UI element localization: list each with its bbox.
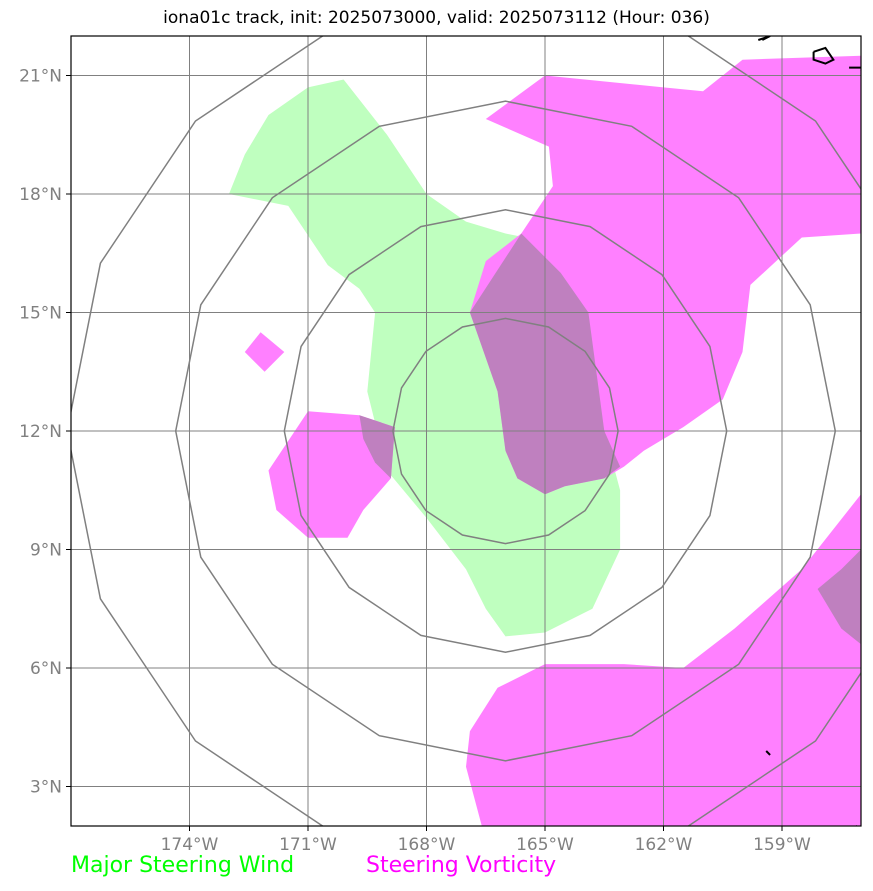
longitude-tick-label: 168°W [398,835,456,855]
coastline-2 [812,46,835,65]
range-ring-1 [392,317,619,545]
coastline-4 [860,79,861,81]
range-ring-2 [283,209,728,653]
latitude-tick-label: 6°N [30,659,62,679]
coastlines [757,36,861,826]
steering-vorticity-area-3 [268,411,395,538]
steering-vorticity-area-2 [244,332,285,372]
longitude-tick-label: 162°W [635,835,693,855]
gridlines [71,36,861,826]
coastline-5 [765,750,771,756]
legend-major-steering-wind: Major Steering Wind [71,853,295,878]
map-title: iona01c track, init: 2025073000, valid: … [163,8,710,28]
axis-ticks: 174°W 171°W 168°W 165°W 162°W 159°W 3°N 6°N 9°N 1… [19,67,811,856]
longitude-tick-label: 171°W [279,835,337,855]
longitude-tick-label: 159°W [753,835,811,855]
coastline-3 [849,66,861,72]
steering-vorticity-area-4 [466,494,861,826]
shaded-regions [229,55,861,826]
latitude-tick-label: 18°N [19,185,62,205]
range-rings [71,36,861,826]
coastline-1 [757,36,771,41]
major-steering-wind-area [229,79,621,637]
longitude-tick-label: 174°W [161,835,219,855]
range-ring-4 [71,36,861,826]
latitude-tick-label: 21°N [19,67,62,87]
wind-vorticity-overlap-area-3 [817,549,861,645]
latitude-tick-label: 15°N [19,304,62,324]
latitude-tick-label: 12°N [19,422,62,442]
longitude-tick-label: 165°W [516,835,574,855]
latitude-tick-label: 9°N [30,541,62,561]
latitude-tick-label: 3°N [30,778,62,798]
legend-steering-vorticity: Steering Vorticity [366,853,557,878]
range-ring-3 [174,100,837,762]
